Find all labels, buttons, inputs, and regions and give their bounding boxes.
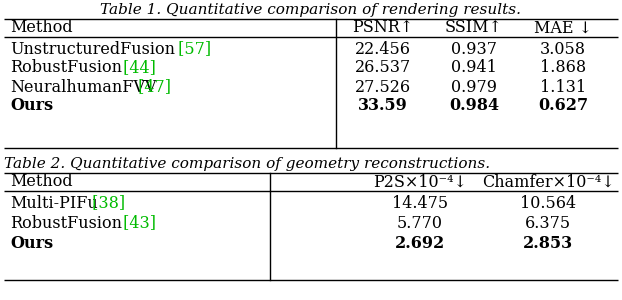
Text: 3.058: 3.058 <box>540 40 586 58</box>
Text: 0.941: 0.941 <box>451 59 497 76</box>
Text: Method: Method <box>10 173 73 190</box>
Text: P2S×10⁻⁴↓: P2S×10⁻⁴↓ <box>373 173 467 190</box>
Text: 27.526: 27.526 <box>355 79 411 95</box>
Text: [44]: [44] <box>118 59 156 76</box>
Text: 0.937: 0.937 <box>451 40 497 58</box>
Text: Method: Method <box>10 20 73 37</box>
Text: RobustFusion: RobustFusion <box>10 214 122 232</box>
Text: 26.537: 26.537 <box>355 59 411 76</box>
Text: 33.59: 33.59 <box>358 98 408 115</box>
Text: [38]: [38] <box>87 194 125 212</box>
Text: Table 2. Quantitative comparison of geometry reconstructions.: Table 2. Quantitative comparison of geom… <box>4 157 490 171</box>
Text: [47]: [47] <box>133 79 171 95</box>
Text: 1.868: 1.868 <box>540 59 586 76</box>
Text: NeuralhumanFVV: NeuralhumanFVV <box>10 79 156 95</box>
Text: 22.456: 22.456 <box>355 40 411 58</box>
Text: MAE ↓: MAE ↓ <box>534 20 592 37</box>
Text: 6.375: 6.375 <box>525 214 571 232</box>
Text: 1.131: 1.131 <box>540 79 586 95</box>
Text: Ours: Ours <box>10 235 53 251</box>
Text: 0.984: 0.984 <box>449 98 499 115</box>
Text: 10.564: 10.564 <box>520 194 576 212</box>
Text: Ours: Ours <box>10 98 53 115</box>
Text: [57]: [57] <box>173 40 211 58</box>
Text: Table 1. Quantitative comparison of rendering results.: Table 1. Quantitative comparison of rend… <box>101 3 521 17</box>
Text: RobustFusion: RobustFusion <box>10 59 122 76</box>
Text: Multi-PIFu: Multi-PIFu <box>10 194 98 212</box>
Text: 2.692: 2.692 <box>395 235 445 251</box>
Text: Chamfer×10⁻⁴↓: Chamfer×10⁻⁴↓ <box>481 173 615 190</box>
Text: 0.979: 0.979 <box>451 79 497 95</box>
Text: UnstructuredFusion: UnstructuredFusion <box>10 40 175 58</box>
Text: 0.627: 0.627 <box>538 98 588 115</box>
Text: 14.475: 14.475 <box>392 194 448 212</box>
Text: SSIM↑: SSIM↑ <box>445 20 503 37</box>
Text: PSNR↑: PSNR↑ <box>353 20 414 37</box>
Text: [43]: [43] <box>118 214 156 232</box>
Text: 2.853: 2.853 <box>523 235 573 251</box>
Text: 5.770: 5.770 <box>397 214 443 232</box>
